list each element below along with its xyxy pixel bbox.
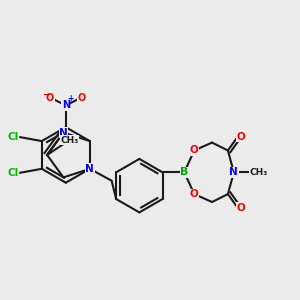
Text: O: O xyxy=(190,146,199,155)
Text: O: O xyxy=(77,94,86,103)
Text: Cl: Cl xyxy=(8,132,19,142)
Text: CH₃: CH₃ xyxy=(250,168,268,177)
Text: Cl: Cl xyxy=(8,168,19,178)
Text: O: O xyxy=(46,94,54,103)
Text: N: N xyxy=(62,100,70,110)
Text: −: − xyxy=(43,89,51,100)
Text: O: O xyxy=(236,203,245,213)
Text: +: + xyxy=(68,94,74,103)
Text: CH₃: CH₃ xyxy=(61,136,79,145)
Text: N: N xyxy=(59,128,68,137)
Text: O: O xyxy=(190,189,199,199)
Text: N: N xyxy=(85,164,94,174)
Text: O: O xyxy=(236,132,245,142)
Text: N: N xyxy=(230,167,238,177)
Text: B: B xyxy=(180,167,188,177)
